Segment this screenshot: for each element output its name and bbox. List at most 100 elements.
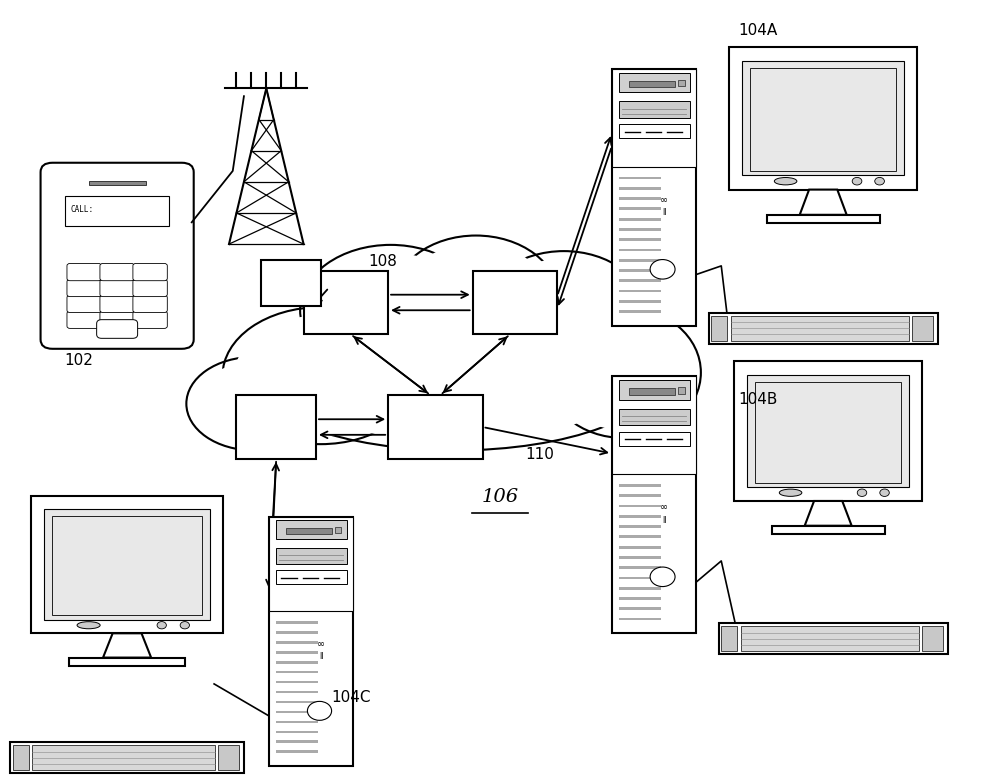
Bar (612, 69, 696, 326)
Polygon shape (800, 190, 847, 215)
Circle shape (650, 260, 675, 279)
FancyBboxPatch shape (97, 320, 138, 339)
Bar (612, 376, 696, 633)
FancyBboxPatch shape (67, 296, 101, 313)
Bar (276, 691, 318, 693)
Bar (44, 510, 210, 619)
Bar (619, 525, 661, 528)
Text: ∞: ∞ (660, 195, 668, 205)
Bar (10, 742, 244, 774)
Circle shape (307, 702, 332, 720)
Bar (276, 548, 347, 564)
FancyBboxPatch shape (133, 311, 167, 328)
Bar (612, 376, 696, 474)
Bar (619, 197, 661, 200)
Bar (32, 746, 215, 771)
Bar (619, 556, 661, 559)
Bar (276, 631, 318, 633)
FancyBboxPatch shape (100, 279, 134, 296)
Polygon shape (805, 501, 852, 526)
Bar (619, 546, 661, 549)
Bar (922, 626, 943, 652)
Bar (742, 61, 904, 176)
Ellipse shape (403, 243, 549, 353)
Bar (619, 73, 690, 92)
Bar (772, 526, 885, 534)
Text: ∞: ∞ (660, 503, 668, 513)
Bar (709, 313, 938, 343)
FancyBboxPatch shape (67, 279, 101, 296)
Ellipse shape (311, 252, 470, 368)
Circle shape (875, 177, 884, 185)
Bar (236, 395, 316, 459)
Bar (89, 181, 146, 186)
Bar (619, 218, 661, 220)
Bar (619, 279, 661, 282)
Bar (767, 215, 880, 223)
Bar (276, 661, 318, 663)
Ellipse shape (481, 251, 647, 376)
Bar (619, 505, 661, 507)
Text: II: II (662, 209, 667, 217)
Ellipse shape (77, 622, 100, 629)
Bar (276, 521, 347, 539)
FancyBboxPatch shape (100, 263, 134, 281)
Bar (619, 187, 661, 190)
Text: 104C: 104C (331, 690, 370, 705)
Text: 106: 106 (481, 488, 519, 506)
Bar (719, 623, 948, 655)
Bar (619, 566, 661, 569)
Bar (619, 380, 690, 400)
FancyBboxPatch shape (41, 163, 194, 349)
Bar (619, 249, 661, 252)
Bar (276, 671, 318, 673)
Bar (276, 651, 318, 654)
Bar (619, 300, 661, 303)
Bar (276, 701, 318, 703)
Ellipse shape (186, 357, 321, 450)
Bar (729, 47, 917, 190)
Text: 102: 102 (64, 354, 93, 368)
Ellipse shape (273, 304, 637, 441)
Polygon shape (103, 633, 151, 658)
FancyBboxPatch shape (67, 263, 101, 281)
Bar (711, 316, 727, 340)
Bar (619, 228, 661, 230)
Bar (619, 176, 661, 180)
Bar (69, 658, 185, 666)
Bar (619, 289, 661, 292)
Bar (750, 68, 896, 171)
Bar (619, 597, 661, 600)
Ellipse shape (223, 307, 419, 445)
Text: 104A: 104A (739, 23, 778, 38)
FancyBboxPatch shape (133, 296, 167, 313)
Bar (619, 495, 661, 497)
Bar (629, 388, 675, 394)
Ellipse shape (774, 177, 797, 185)
Bar (619, 535, 661, 539)
Circle shape (650, 567, 675, 586)
Bar (276, 710, 318, 713)
Circle shape (880, 489, 889, 496)
FancyBboxPatch shape (100, 311, 134, 328)
Bar (619, 608, 661, 610)
Bar (619, 618, 661, 620)
Bar (755, 382, 901, 483)
Bar (286, 528, 332, 535)
Bar (276, 741, 318, 743)
Bar (619, 310, 661, 313)
Bar (261, 260, 321, 306)
Ellipse shape (234, 315, 407, 436)
Bar (276, 731, 318, 733)
Bar (276, 681, 318, 684)
Bar (473, 270, 557, 335)
Bar (612, 69, 696, 166)
Bar (747, 375, 909, 487)
Bar (304, 270, 388, 335)
Bar (721, 626, 737, 652)
Bar (734, 361, 922, 501)
Bar (218, 746, 239, 771)
Bar (276, 570, 347, 584)
Bar (269, 517, 353, 612)
Bar (388, 395, 483, 459)
